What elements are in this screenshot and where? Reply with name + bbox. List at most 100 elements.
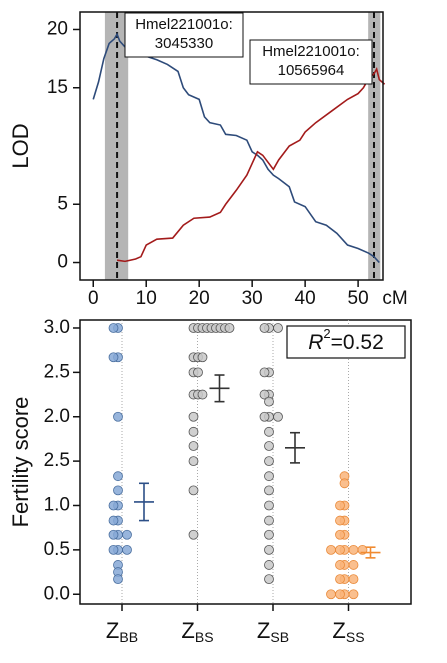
data-point xyxy=(335,544,345,555)
data-point xyxy=(224,323,235,333)
data-point xyxy=(113,485,123,496)
x-tick-label: ZBB xyxy=(106,618,138,645)
data-point xyxy=(197,352,208,363)
x-tick-label: ZSB xyxy=(257,618,289,645)
data-point xyxy=(197,389,208,400)
data-point xyxy=(348,589,359,600)
r2-text: =0.52 xyxy=(331,331,384,354)
x-tick-label: 10 xyxy=(136,288,157,309)
data-point xyxy=(113,411,123,422)
data-point xyxy=(113,574,123,585)
category-subscript: SB xyxy=(270,629,289,645)
x-tick-label: 20 xyxy=(189,288,210,309)
data-point xyxy=(108,529,119,540)
data-point xyxy=(264,515,274,526)
data-point xyxy=(335,574,345,585)
data-point xyxy=(264,529,274,540)
r2-symbol: R xyxy=(308,331,323,354)
data-point xyxy=(273,323,283,333)
data-point xyxy=(348,574,359,585)
data-point xyxy=(259,389,270,400)
data-point xyxy=(193,367,203,378)
y-tick-label: 20 xyxy=(47,18,68,39)
y-tick-label: 0.0 xyxy=(44,583,70,604)
annotation-text: Hmel221001o: xyxy=(135,16,233,33)
plot-frame xyxy=(79,319,412,605)
data-point xyxy=(335,560,345,570)
data-point xyxy=(348,544,359,555)
data-point xyxy=(188,529,199,540)
y-tick-label: 2.5 xyxy=(44,450,70,471)
category-subscript: BB xyxy=(119,629,138,645)
category-symbol: Z xyxy=(332,618,345,643)
data-point xyxy=(264,456,274,467)
y-tick-label: 15 xyxy=(47,77,68,98)
data-point xyxy=(188,441,199,451)
data-point xyxy=(108,352,119,363)
data-point xyxy=(264,560,274,570)
x-tick-label: 40 xyxy=(295,288,316,309)
y-tick-label: 3.0 xyxy=(44,317,70,338)
x-tick-label: ZBS xyxy=(181,618,213,645)
annotation-text: 10565964 xyxy=(278,62,345,79)
data-point xyxy=(259,323,270,333)
data-point xyxy=(188,485,199,496)
lod-line xyxy=(92,32,380,264)
data-point xyxy=(335,515,345,526)
data-point xyxy=(339,478,350,489)
data-point xyxy=(326,589,336,600)
annotation-box xyxy=(249,39,373,85)
data-point xyxy=(188,426,199,437)
y-tick-label: 2.5 xyxy=(44,361,70,382)
category-subscript: BS xyxy=(195,629,214,645)
category-symbol: Z xyxy=(106,618,119,643)
y-tick-label: 0 xyxy=(57,252,68,273)
category-symbol: Z xyxy=(181,618,194,643)
data-point xyxy=(326,544,336,555)
data-point xyxy=(259,411,270,422)
data-point xyxy=(264,426,274,437)
x-tick-label: 30 xyxy=(242,288,263,309)
data-point xyxy=(264,485,274,496)
x-tick-label: 50 xyxy=(348,288,369,309)
data-point xyxy=(273,411,283,422)
plot-frame xyxy=(79,11,384,281)
data-point xyxy=(335,589,345,600)
category-subscript: SS xyxy=(346,629,365,645)
data-point xyxy=(108,544,119,555)
r2-label: R2=0.52 xyxy=(308,326,384,353)
annotation-text: 3045330 xyxy=(155,35,213,52)
data-point xyxy=(188,411,199,422)
y-tick-label: 1.0 xyxy=(44,495,70,516)
data-point xyxy=(113,471,123,482)
data-point xyxy=(108,515,119,526)
x-tick-label: ZSS xyxy=(332,618,364,645)
data-point xyxy=(264,396,274,407)
data-point xyxy=(122,529,132,540)
y-axis-label: LOD xyxy=(8,123,33,168)
annotation-box xyxy=(124,12,244,58)
lod-line xyxy=(116,66,386,263)
data-point xyxy=(335,529,345,540)
data-point xyxy=(108,500,119,511)
y-tick-label: 0.5 xyxy=(44,539,70,560)
data-point xyxy=(264,471,274,482)
data-point xyxy=(348,560,359,570)
data-point xyxy=(264,544,274,555)
data-point xyxy=(188,456,199,467)
data-point xyxy=(264,574,274,585)
data-point xyxy=(108,323,119,333)
data-point xyxy=(335,500,345,511)
r2-exponent: 2 xyxy=(323,326,330,341)
annotation-text: Hmel221001o: xyxy=(262,43,360,60)
data-point xyxy=(264,500,274,511)
data-point xyxy=(122,544,132,555)
x-axis-label: cM xyxy=(382,288,407,309)
y-axis-label: Fertility score xyxy=(8,397,33,528)
r2-box xyxy=(286,325,406,359)
x-tick-label: 0 xyxy=(88,288,99,309)
category-symbol: Z xyxy=(257,618,270,643)
y-tick-label: 2.0 xyxy=(44,406,70,427)
